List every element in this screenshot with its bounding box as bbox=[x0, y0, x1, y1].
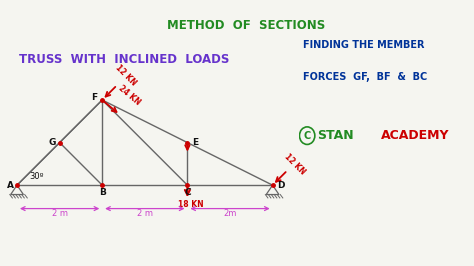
Text: 24 KN: 24 KN bbox=[117, 84, 142, 107]
Text: FINDING THE MEMBER: FINDING THE MEMBER bbox=[303, 40, 425, 50]
Text: TRUSS  WITH  INCLINED  LOADS: TRUSS WITH INCLINED LOADS bbox=[19, 53, 229, 66]
Text: G: G bbox=[48, 138, 55, 147]
Text: E: E bbox=[192, 138, 198, 147]
Text: 30º: 30º bbox=[29, 172, 44, 181]
Text: 12 KN: 12 KN bbox=[113, 63, 138, 88]
Text: C: C bbox=[303, 131, 311, 141]
Text: A: A bbox=[7, 181, 14, 190]
Text: 12 KN: 12 KN bbox=[283, 152, 308, 177]
Text: STAN: STAN bbox=[318, 129, 354, 142]
Text: FORCES  GF,  BF  &  BC: FORCES GF, BF & BC bbox=[303, 72, 428, 82]
Text: METHOD  OF  SECTIONS: METHOD OF SECTIONS bbox=[167, 19, 326, 32]
Text: F: F bbox=[91, 93, 98, 102]
Text: B: B bbox=[99, 188, 106, 197]
Text: C: C bbox=[184, 188, 191, 197]
Text: D: D bbox=[277, 181, 285, 190]
Text: 2 m: 2 m bbox=[52, 209, 68, 218]
Text: ACADEMY: ACADEMY bbox=[381, 129, 449, 142]
Text: 2 m: 2 m bbox=[137, 209, 153, 218]
Text: 18 KN: 18 KN bbox=[178, 200, 204, 209]
Text: 2m: 2m bbox=[223, 209, 237, 218]
